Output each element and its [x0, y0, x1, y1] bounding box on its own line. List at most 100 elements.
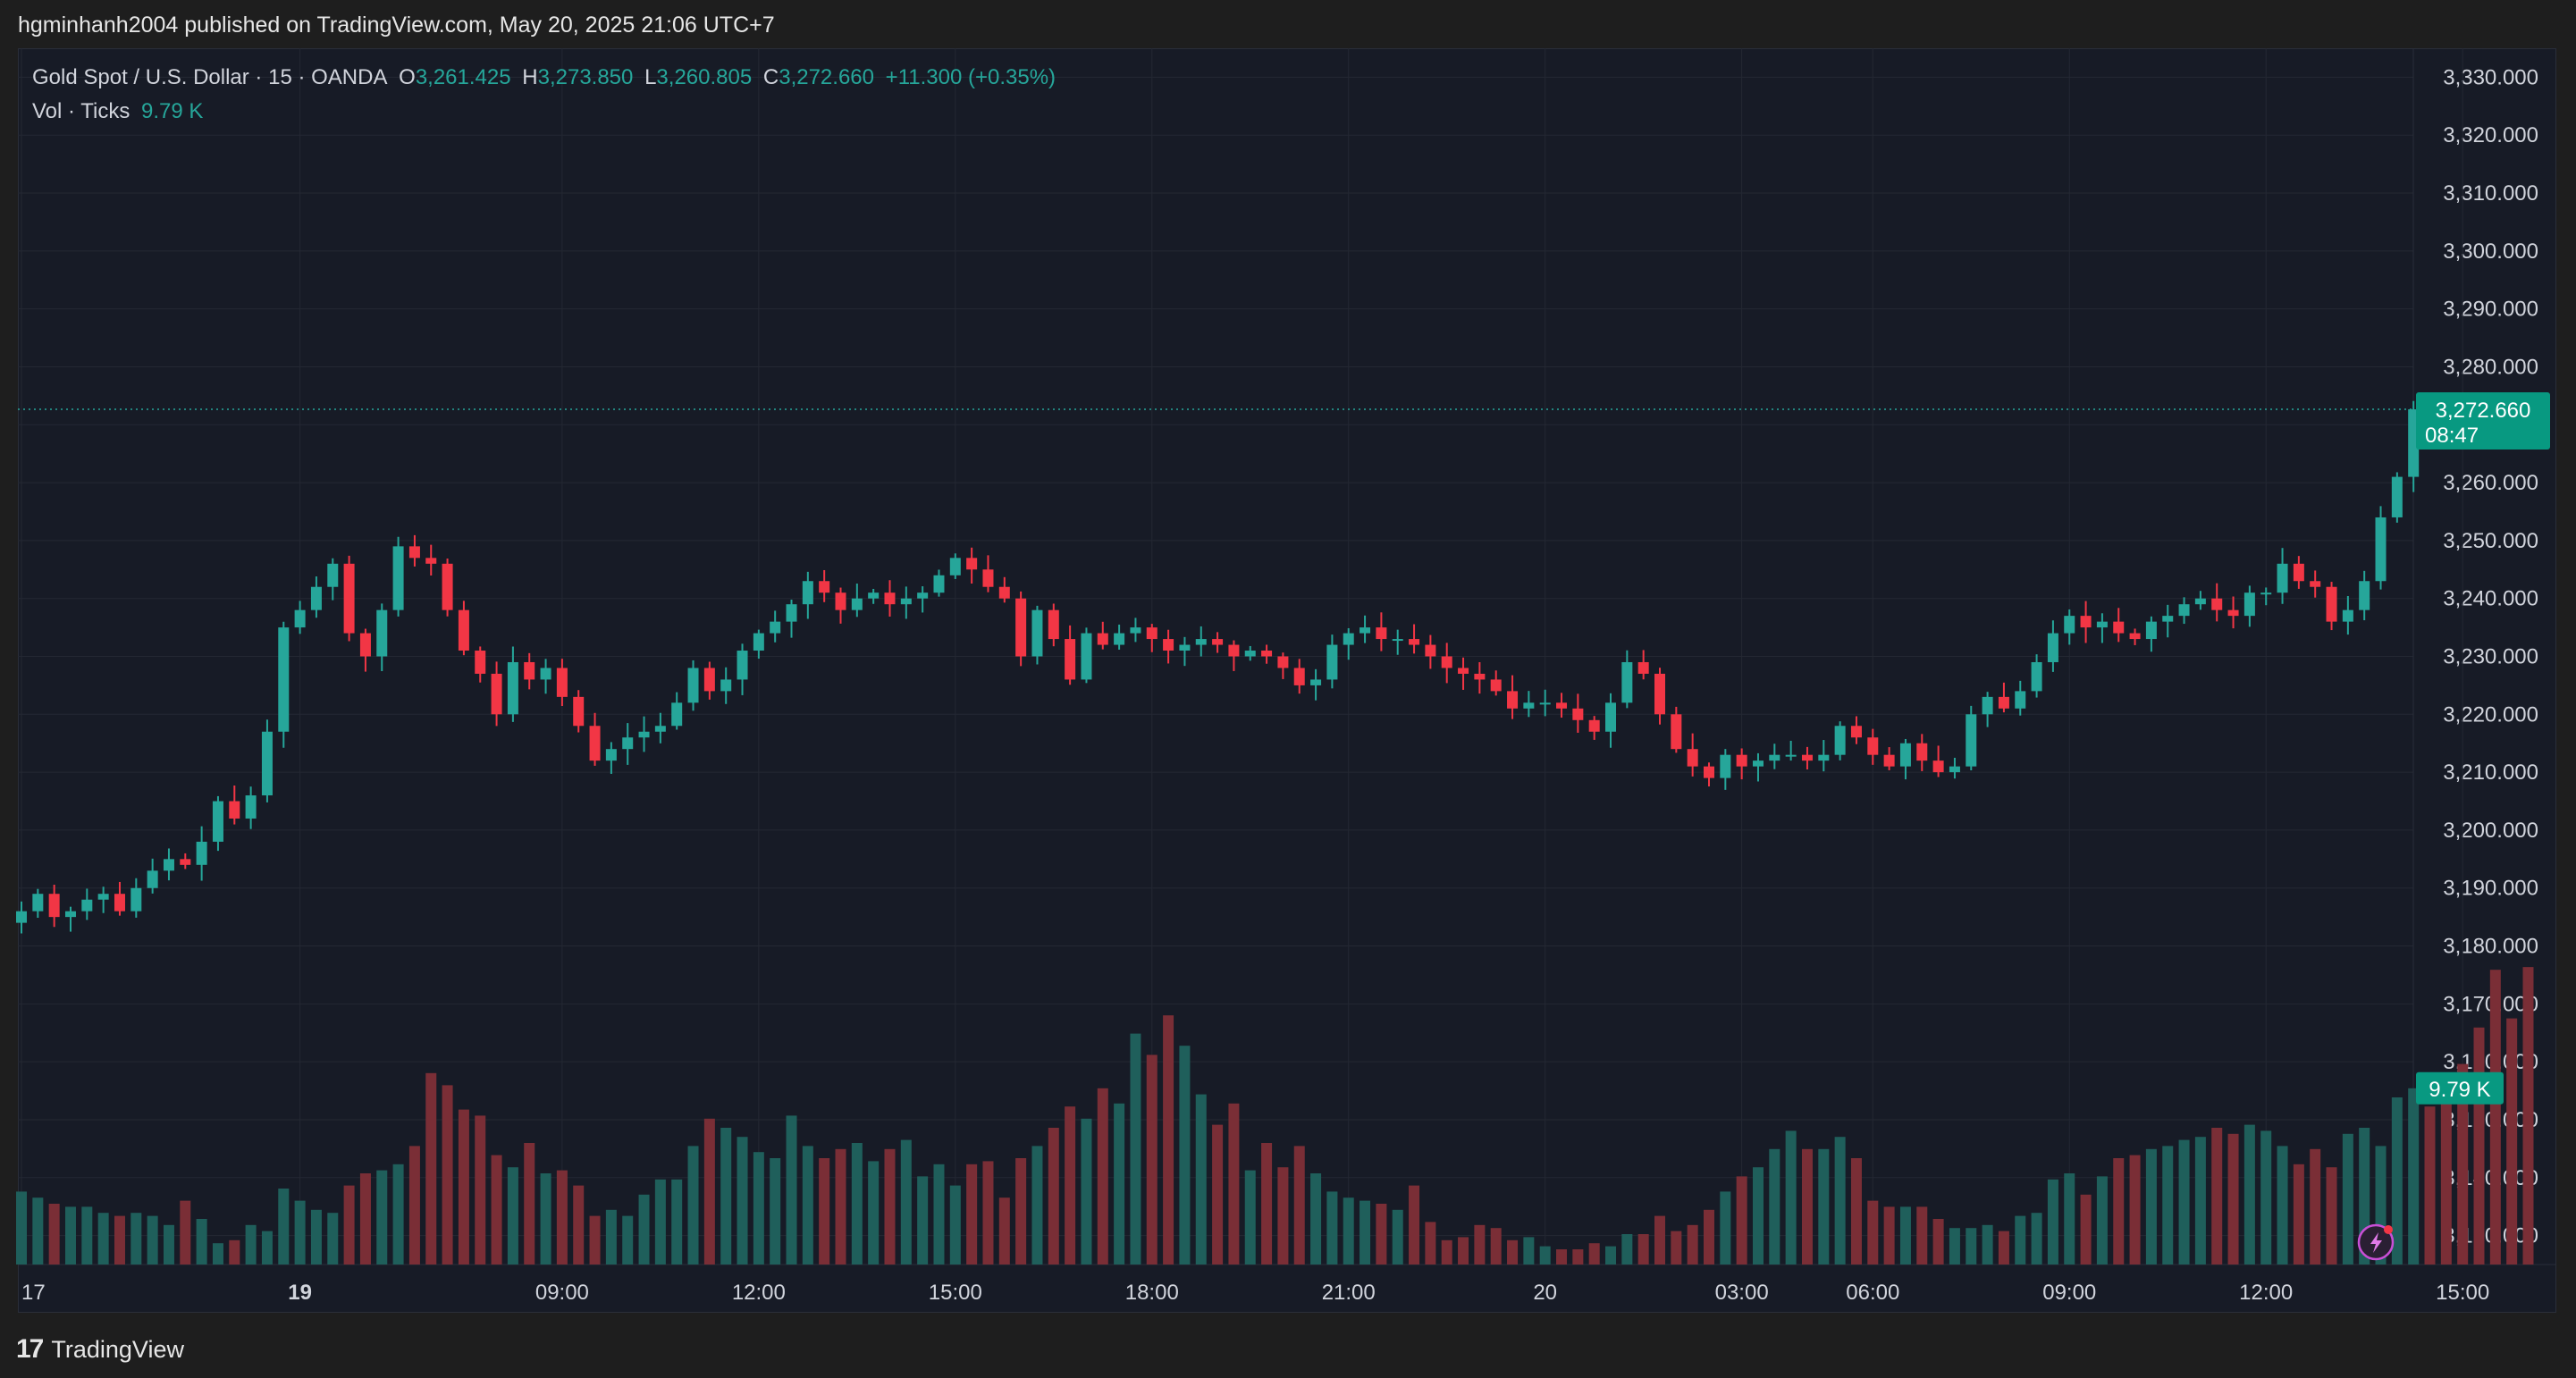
volume-bar: [720, 1128, 732, 1265]
candle-body: [2194, 598, 2206, 605]
volume-bar: [1769, 1148, 1780, 1265]
candle-body: [2342, 609, 2353, 622]
volume-bar: [802, 1146, 813, 1265]
candle-body: [1850, 726, 1862, 738]
candle-body: [1015, 598, 1027, 657]
countdown-label: 08:47: [2425, 424, 2479, 448]
volume-bar: [1343, 1197, 1354, 1265]
candle-body: [605, 749, 617, 761]
volume-bar: [442, 1085, 453, 1265]
candle-body: [1834, 726, 1846, 755]
volume-bar: [638, 1194, 650, 1265]
candle-body: [1097, 633, 1108, 645]
candle-body: [2310, 581, 2321, 587]
chart-legend: Gold Spot / U.S. Dollar · 15 · OANDA O3,…: [32, 61, 1061, 129]
candle-body: [327, 563, 339, 587]
x-tick-label: 18:00: [1125, 1281, 1179, 1305]
y-tick-label: 3,300.000: [2443, 239, 2538, 264]
volume-bar: [458, 1109, 469, 1265]
volume-bar: [884, 1148, 896, 1265]
candle-body: [1752, 760, 1764, 767]
tradingview-logo-icon[interactable]: 17: [16, 1334, 44, 1364]
y-tick-label: 3,250.000: [2443, 529, 2538, 553]
symbol-label[interactable]: Gold Spot / U.S. Dollar · 15 · OANDA: [32, 65, 388, 89]
volume-bar: [48, 1204, 60, 1265]
candle-body: [687, 668, 699, 703]
candle-body: [81, 899, 93, 912]
volume-bar: [64, 1206, 76, 1265]
volume-bar: [1916, 1206, 1928, 1265]
candle-body: [2293, 563, 2304, 582]
candle-body: [359, 633, 371, 657]
volume-bar: [1523, 1237, 1535, 1265]
volume-bar: [1949, 1228, 1960, 1265]
volume-bar: [982, 1161, 994, 1265]
x-tick-label: 12:00: [2239, 1281, 2293, 1305]
volume-bar: [2440, 1091, 2452, 1265]
candle-body: [1572, 708, 1584, 720]
volume-bar: [1834, 1137, 1846, 1265]
volume-bar: [654, 1179, 666, 1265]
volume-row: Vol · Ticks 9.79 K: [32, 95, 1061, 129]
x-tick-label: 06:00: [1846, 1281, 1899, 1305]
volume-bar: [229, 1239, 240, 1265]
candle-body: [1441, 656, 1452, 668]
candle-body: [392, 546, 404, 610]
volume-bar: [770, 1158, 781, 1265]
x-tick-label: 15:00: [929, 1281, 982, 1305]
tradingview-brand[interactable]: TradingView: [51, 1335, 184, 1363]
volume-bar: [1031, 1146, 1043, 1265]
candle-body: [2015, 691, 2026, 709]
x-tick-label: 09:00: [535, 1281, 589, 1305]
candle-body: [376, 609, 388, 657]
volume-bar: [1621, 1234, 1633, 1265]
candle-body: [1687, 749, 1698, 767]
volume-bar: [310, 1209, 322, 1265]
candle-body: [64, 911, 76, 918]
candle-body: [868, 592, 880, 599]
candle-body: [1621, 661, 1633, 703]
x-tick-label: 09:00: [2042, 1281, 2096, 1305]
candle-body: [1293, 668, 1305, 685]
volume-bar: [1015, 1158, 1027, 1265]
candle-body: [1146, 627, 1158, 640]
candle-body: [622, 737, 634, 750]
candle-body: [1916, 743, 1928, 761]
candle-body: [16, 911, 27, 923]
candle-body: [1343, 633, 1354, 645]
candle-body: [212, 801, 223, 842]
x-tick-label: 15:00: [2436, 1281, 2489, 1305]
chart-frame[interactable]: [18, 48, 2556, 1313]
candle-body: [1637, 661, 1649, 674]
volume-bar: [819, 1158, 830, 1265]
candle-body: [2145, 621, 2157, 640]
volume-bar: [786, 1115, 797, 1265]
candle-body: [425, 558, 437, 564]
last-price-label: 3,272.660: [2436, 399, 2531, 423]
volume-bar: [2211, 1128, 2223, 1265]
candle-body: [737, 651, 748, 680]
x-tick-label: 03:00: [1715, 1281, 1769, 1305]
volume-bar: [1883, 1206, 1895, 1265]
candle-body: [1605, 702, 1617, 732]
x-tick-label: 19: [288, 1281, 312, 1305]
volume-bar: [1507, 1239, 1519, 1265]
volume-bar: [376, 1170, 388, 1265]
volume-value: 9.79 K: [141, 99, 204, 123]
volume-bar: [949, 1185, 961, 1265]
volume-bar: [1212, 1124, 1224, 1265]
volume-bar: [1114, 1103, 1125, 1265]
candle-body: [1556, 702, 1568, 709]
candle-body: [1081, 633, 1092, 680]
volume-bar: [1425, 1222, 1436, 1265]
candle-body: [2162, 616, 2174, 622]
candle-body: [900, 598, 912, 605]
lightning-bolt-icon: [2370, 1232, 2382, 1253]
volume-bar: [703, 1118, 715, 1265]
volume-bar: [261, 1231, 273, 1265]
y-tick-label: 3,210.000: [2443, 760, 2538, 785]
volume-label[interactable]: Vol · Ticks: [32, 99, 130, 123]
volume-bar: [1458, 1237, 1469, 1265]
candle-body: [556, 668, 568, 697]
